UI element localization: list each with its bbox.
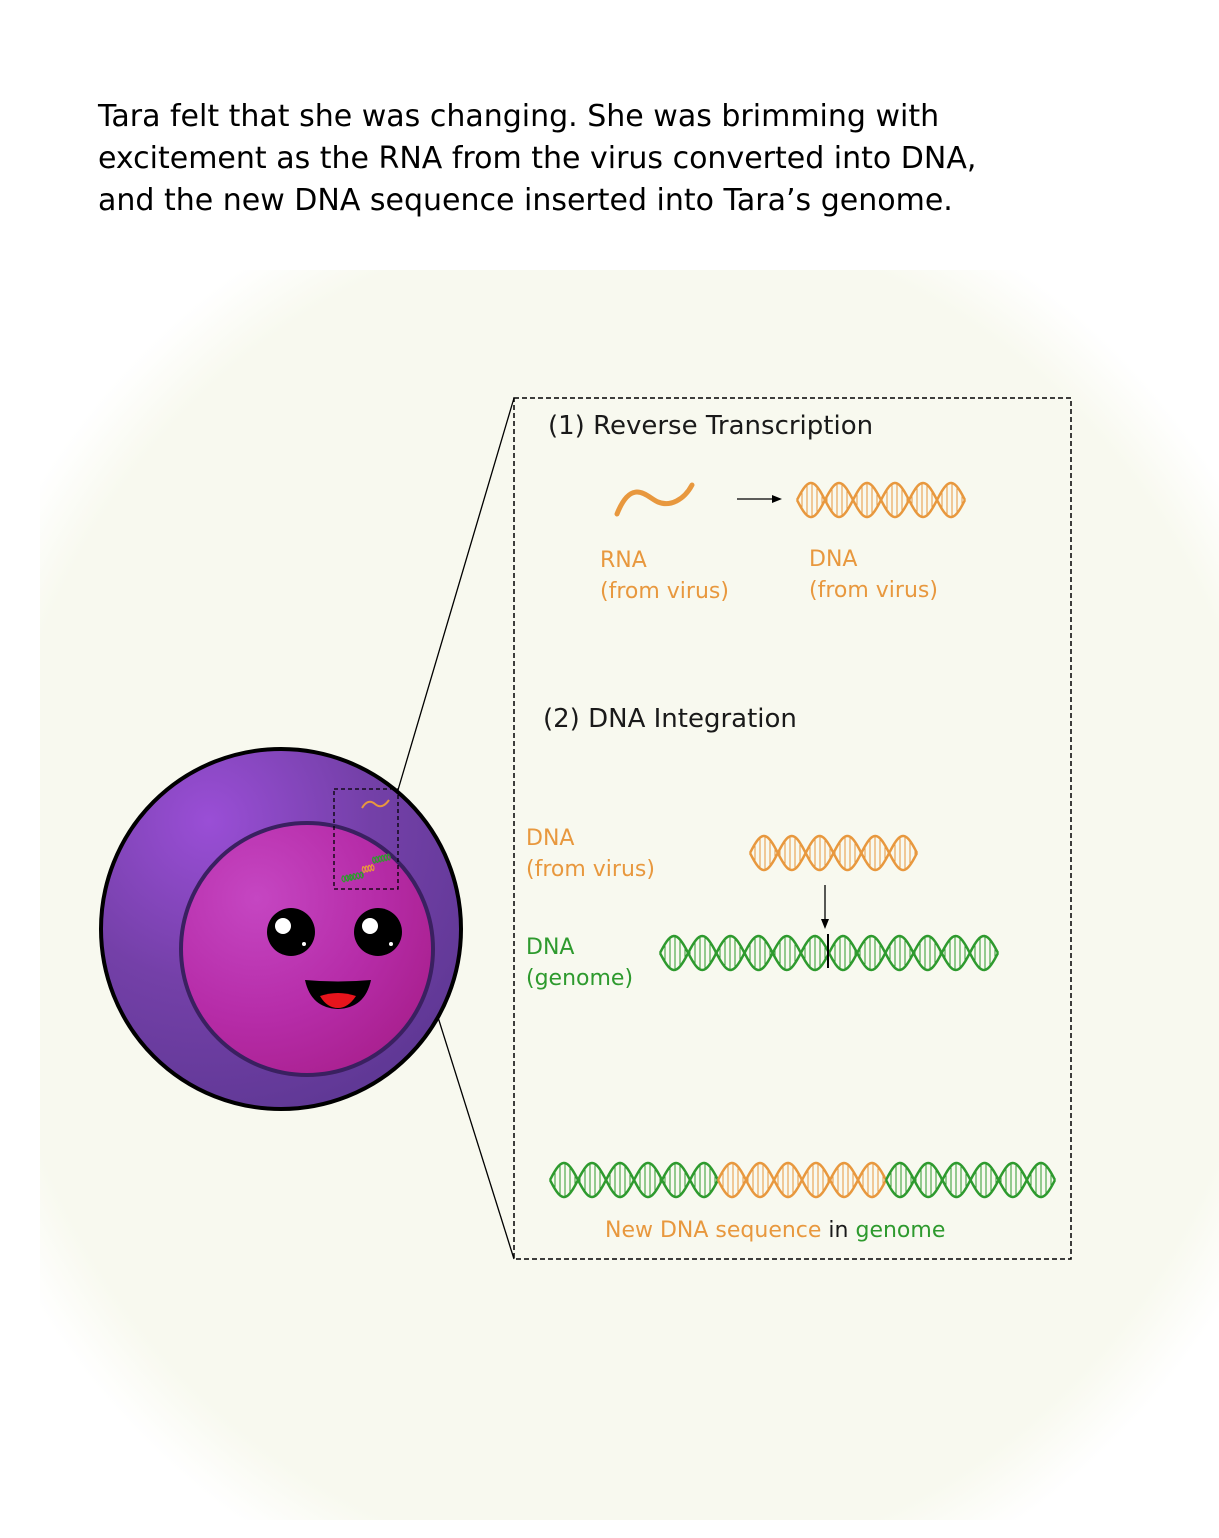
inset-box: [513, 397, 1072, 1260]
mini-dna-icon: [341, 853, 391, 883]
dna-helix-virus-integration: [748, 834, 919, 872]
face: [267, 908, 402, 1009]
helix-strand-b: [748, 834, 919, 872]
right-eye-sparkle: [389, 942, 393, 946]
dna-helix-recombined: [548, 1161, 1057, 1199]
dna-helix-from-virus: [795, 481, 967, 519]
virus-dna-label: DNA: [526, 826, 574, 851]
virus-dna-sublabel: (from virus): [526, 857, 655, 882]
right-eye: [354, 908, 402, 956]
left-eye-highlight: [275, 918, 291, 934]
story-caption: Tara felt that she was changing. She was…: [98, 96, 1158, 222]
insertion-arrow: [821, 885, 829, 929]
right-eye-highlight: [362, 918, 378, 934]
dna-label: DNA: [809, 547, 857, 572]
result-caption: New DNA sequence in genome: [605, 1218, 945, 1243]
result-new-sequence: New DNA sequence: [605, 1218, 821, 1243]
helix-strand-b: [372, 853, 391, 864]
caption-line-3: and the new DNA sequence inserted into T…: [98, 183, 953, 218]
base-pair-rung: [349, 874, 352, 881]
result-in: in: [821, 1218, 855, 1243]
step2-title: (2) DNA Integration: [543, 704, 797, 734]
left-eye-sparkle: [302, 942, 306, 946]
caption-line-2: excitement as the RNA from the virus con…: [98, 141, 977, 176]
step1-title: (1) Reverse Transcription: [548, 411, 873, 441]
tongue: [320, 993, 356, 1008]
dna-sublabel: (from virus): [809, 578, 938, 603]
rna-sublabel: (from virus): [600, 579, 729, 604]
helix-strand-b: [341, 871, 364, 883]
genome-dna-sublabel: (genome): [526, 966, 633, 991]
zoom-source-box: [333, 788, 399, 890]
result-genome: genome: [855, 1218, 945, 1243]
zoom-line-top: [397, 397, 515, 791]
mini-rna-icon: [361, 799, 390, 809]
rna-strand: [614, 482, 695, 517]
helix-strand-b: [548, 1161, 720, 1199]
rna-label: RNA: [600, 548, 647, 573]
helix-strand-b: [361, 864, 375, 874]
left-eye: [267, 908, 315, 956]
conversion-arrow: [737, 495, 782, 503]
cell-tara: [99, 747, 463, 1111]
caption-line-1: Tara felt that she was changing. She was…: [98, 99, 940, 134]
helix-strand-b: [884, 1161, 1057, 1199]
helix-strand-b: [795, 481, 967, 519]
genome-dna-label: DNA: [526, 935, 574, 960]
helix-strand-b: [716, 1161, 888, 1199]
